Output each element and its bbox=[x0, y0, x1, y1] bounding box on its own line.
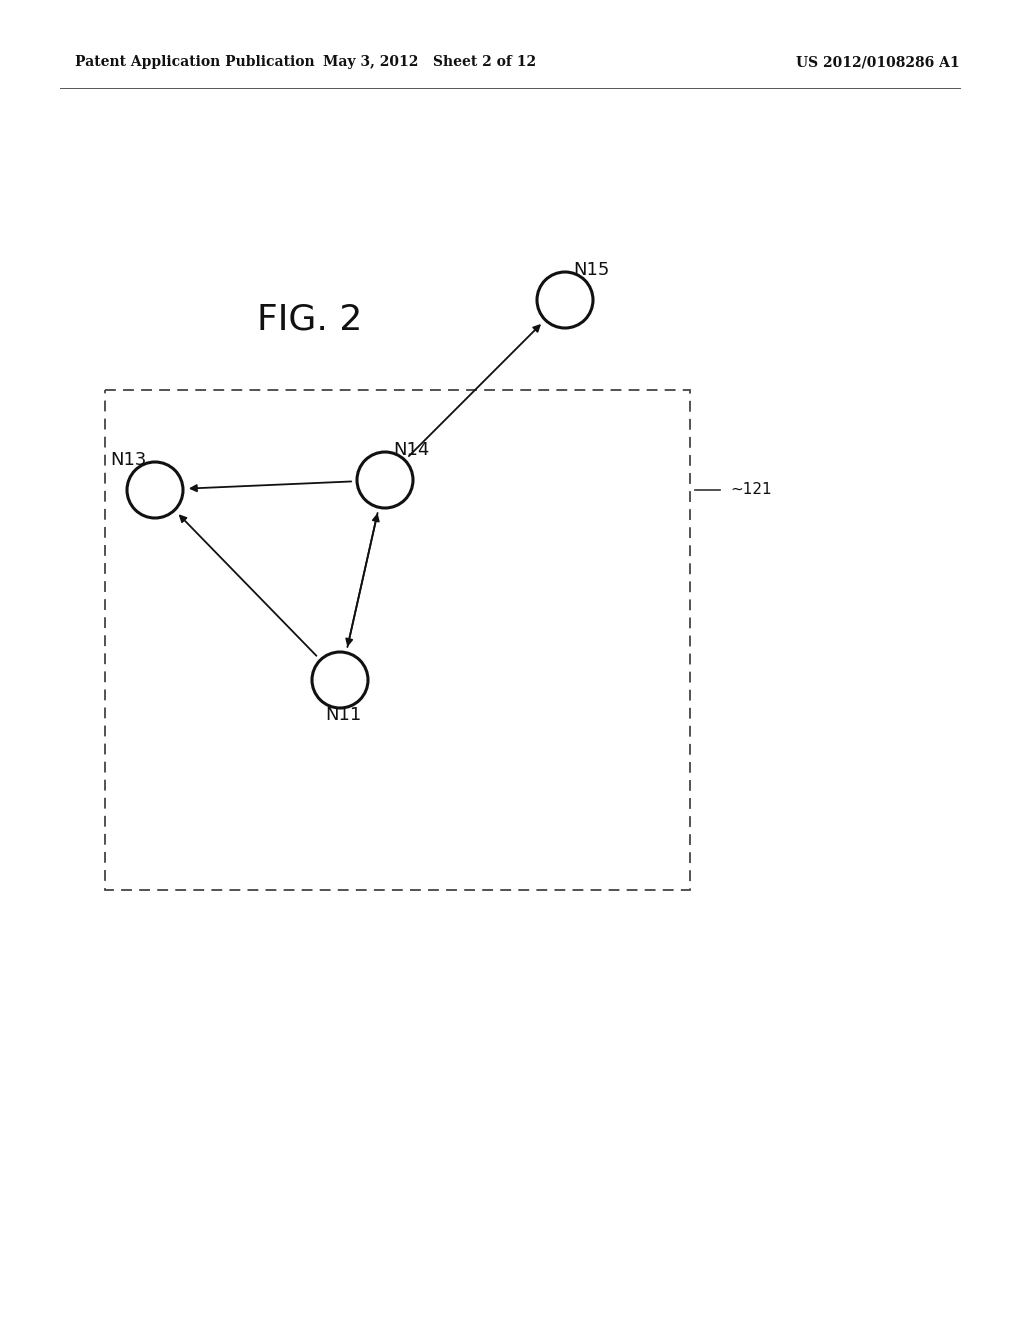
Bar bbox=[105, 389, 690, 890]
Text: N14: N14 bbox=[393, 441, 429, 459]
Text: US 2012/0108286 A1: US 2012/0108286 A1 bbox=[797, 55, 961, 69]
Text: N15: N15 bbox=[573, 261, 609, 279]
Circle shape bbox=[127, 462, 183, 517]
Text: ~121: ~121 bbox=[730, 483, 772, 498]
Circle shape bbox=[357, 451, 413, 508]
Circle shape bbox=[537, 272, 593, 327]
Text: FIG. 2: FIG. 2 bbox=[257, 304, 362, 337]
Text: N13: N13 bbox=[110, 451, 146, 469]
Circle shape bbox=[312, 652, 368, 708]
Text: Patent Application Publication: Patent Application Publication bbox=[75, 55, 314, 69]
Text: N11: N11 bbox=[325, 706, 361, 723]
Text: May 3, 2012   Sheet 2 of 12: May 3, 2012 Sheet 2 of 12 bbox=[324, 55, 537, 69]
